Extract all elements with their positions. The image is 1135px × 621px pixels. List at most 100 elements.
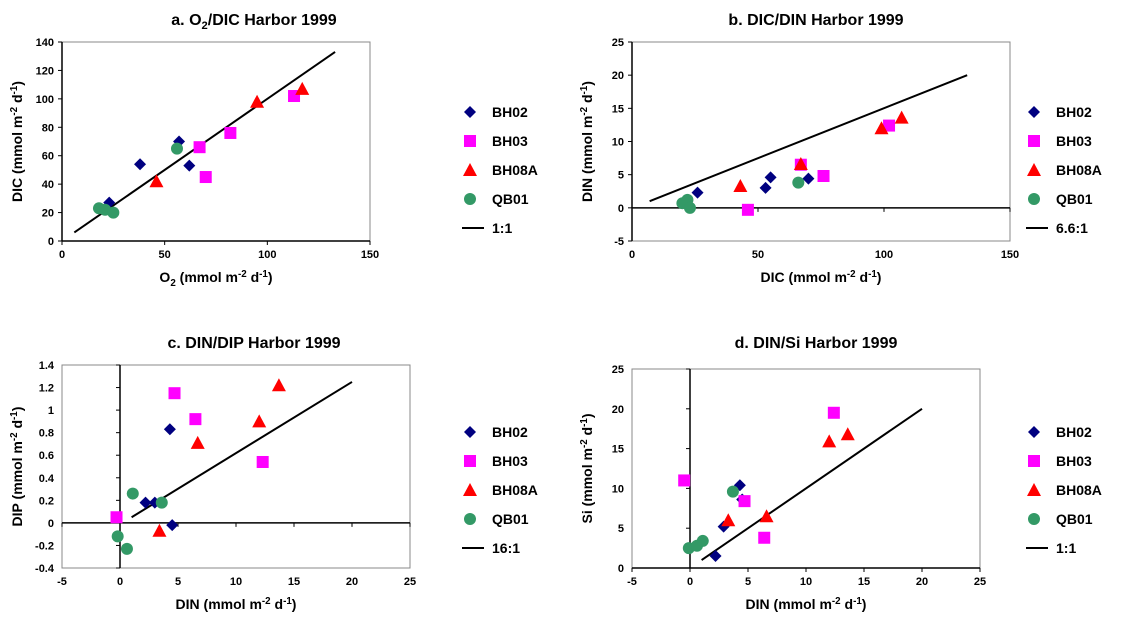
data-point-bh03 <box>110 511 123 524</box>
legend-marker-qb01 <box>1028 193 1040 205</box>
data-point-bh02 <box>764 171 777 184</box>
y-axis-label: DIN (mmol m-2 d-1) <box>579 81 595 202</box>
y-tick-label: 25 <box>612 364 624 376</box>
y-tick-label: 0.4 <box>39 473 55 485</box>
legend: BH02 BH03 BH08A QB01 6.6:1 <box>1026 104 1102 236</box>
legend-marker-bh02 <box>464 106 476 118</box>
data-point-bh03 <box>827 406 840 419</box>
data-point-qb01 <box>683 201 696 214</box>
y-tick-label: 10 <box>612 137 624 149</box>
x-axis-label: O2 (mmol m-2 d-1) <box>159 269 272 289</box>
y-tick-label: 1.4 <box>39 360 55 372</box>
x-tick-label: 100 <box>875 249 893 261</box>
data-point-bh08a <box>271 378 286 392</box>
y-tick-label: 5 <box>618 523 624 535</box>
data-point-qb01 <box>111 530 124 543</box>
data-point-bh08a <box>721 513 736 527</box>
reference-line <box>701 407 923 561</box>
data-point-bh03 <box>256 455 269 468</box>
y-tick-label: 140 <box>36 37 54 49</box>
data-point-bh08a <box>894 110 909 124</box>
x-tick-label: 25 <box>974 576 986 588</box>
legend-label: BH03 <box>1056 133 1092 149</box>
data-point-bh02 <box>183 159 196 172</box>
data-point-bh08a <box>840 427 855 441</box>
data-point-bh03 <box>189 413 202 426</box>
chart-panel-3: c. DIN/DIP Harbor 1999-5 0 5 10 15 20 25-0.4-0… <box>9 335 538 612</box>
legend-marker-bh02 <box>1028 426 1040 438</box>
data-point-bh08a <box>874 121 889 135</box>
y-tick-label: 1 <box>48 405 54 417</box>
x-tick-label: 20 <box>346 576 358 588</box>
y-axis-label: DIP (mmol m-2 d-1) <box>9 407 25 527</box>
x-tick-label: 0 <box>117 576 123 588</box>
data-point-qb01 <box>120 542 133 555</box>
legend: BH02 BH03 BH08A QB01 16:1 <box>462 424 538 556</box>
data-point-bh03 <box>738 495 751 508</box>
data-point-bh08a <box>149 174 164 188</box>
legend: BH02 BH03 BH08A QB01 1:1 <box>462 104 538 236</box>
legend-marker-qb01 <box>1028 513 1040 525</box>
data-point-bh03 <box>193 141 206 154</box>
chart-title: d. DIN/Si Harbor 1999 <box>735 335 898 352</box>
legend-label: BH03 <box>492 133 528 149</box>
x-axis-label: DIN (mmol m-2 d-1) <box>176 596 297 612</box>
reference-line <box>131 381 353 519</box>
data-point-qb01 <box>107 206 120 219</box>
x-axis-label: DIN (mmol m-2 d-1) <box>746 596 867 612</box>
legend-label: 1:1 <box>1056 540 1076 556</box>
y-tick-label: 0 <box>618 203 624 215</box>
legend-label: BH08A <box>492 482 538 498</box>
data-point-bh08a <box>793 157 808 171</box>
data-point-bh02 <box>691 186 704 199</box>
legend-label: QB01 <box>492 191 529 207</box>
x-tick-label: 10 <box>800 576 812 588</box>
x-tick-label: 10 <box>230 576 242 588</box>
y-tick-label: 100 <box>36 94 54 106</box>
x-tick-label: 150 <box>361 249 379 261</box>
data-point-bh08a <box>295 81 310 95</box>
data-point-bh03 <box>758 531 771 544</box>
legend-marker-bh08a <box>1027 483 1041 496</box>
y-tick-label: 10 <box>612 483 624 495</box>
x-tick-label: 25 <box>404 576 416 588</box>
x-tick-label: 0 <box>687 576 693 588</box>
data-point-bh03 <box>678 474 691 487</box>
y-tick-label: 20 <box>612 404 624 416</box>
x-tick-label: 50 <box>159 249 171 261</box>
data-point-bh02 <box>139 496 152 509</box>
data-point-bh03 <box>224 126 237 139</box>
y-tick-label: 0 <box>48 518 54 530</box>
data-point-qb01 <box>170 142 183 155</box>
x-tick-label: 100 <box>258 249 276 261</box>
chart-title: c. DIN/DIP Harbor 1999 <box>167 335 340 352</box>
legend-label: BH02 <box>492 424 528 440</box>
data-point-bh03 <box>883 119 896 132</box>
legend-marker-bh02 <box>1028 106 1040 118</box>
x-tick-label: -5 <box>57 576 67 588</box>
legend-marker-bh02 <box>464 426 476 438</box>
chart-panel-4: d. DIN/Si Harbor 1999-5 0 5 10 15 20 250510152… <box>579 335 1102 612</box>
y-tick-label: 0.2 <box>39 495 54 507</box>
data-point-qb01 <box>792 176 805 189</box>
data-point-bh03 <box>741 203 754 216</box>
legend-label: QB01 <box>1056 191 1093 207</box>
legend-label: BH02 <box>1056 424 1092 440</box>
y-tick-label: 60 <box>42 151 54 163</box>
data-point-bh08a <box>759 509 774 523</box>
chart-title: a. O2/DIC Harbor 1999 <box>171 12 337 32</box>
x-tick-label: -5 <box>627 576 637 588</box>
y-tick-label: -5 <box>614 236 624 248</box>
reference-line <box>649 74 968 203</box>
x-tick-label: 15 <box>288 576 300 588</box>
chart-panel-2: b. DIC/DIN Harbor 1999 0 50 100 150 -5 0 5 10 15 2… <box>579 12 1102 285</box>
data-point-bh02 <box>166 519 179 532</box>
legend-label: QB01 <box>1056 511 1093 527</box>
legend-label: BH02 <box>492 104 528 120</box>
y-tick-label: 20 <box>612 70 624 82</box>
y-tick-label: 0 <box>48 236 54 248</box>
data-point-bh03 <box>817 169 830 182</box>
data-point-bh02 <box>134 158 147 171</box>
data-point-bh03 <box>168 387 181 400</box>
y-tick-label: -0.4 <box>35 563 55 575</box>
